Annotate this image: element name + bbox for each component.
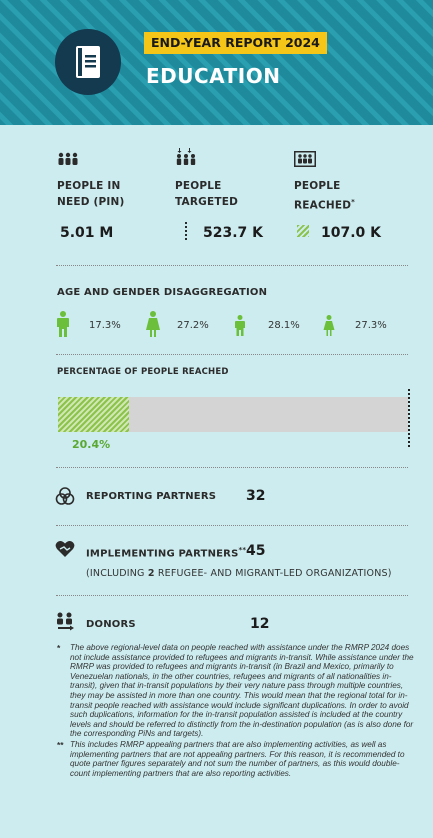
pin-label-line2: NEED (PIN) <box>57 196 125 208</box>
implementing-partners-value: 45 <box>246 543 266 559</box>
implementing-partners-note: (INCLUDING 2 REFUGEE- AND MIGRANT-LED OR… <box>86 568 392 579</box>
targeted-label-line1: PEOPLE <box>175 180 222 192</box>
report-header: END-YEAR REPORT 2024 EDUCATION <box>0 0 433 125</box>
people-targeted-icon <box>175 148 197 170</box>
reached-label-line1: PEOPLE <box>294 180 341 192</box>
note-count: 2 <box>147 568 155 579</box>
boy-value: 28.1% <box>268 320 300 331</box>
implementing-partners-label: IMPLEMENTING PARTNERS** <box>86 546 246 559</box>
woman-icon <box>145 311 161 342</box>
progress-value: 20.4% <box>72 438 111 451</box>
percentage-heading: PERCENTAGE OF PEOPLE REACHED <box>57 367 229 377</box>
footnote-1-mark: * <box>57 643 61 653</box>
pin-label: PEOPLE IN NEED (PIN) <box>57 178 125 210</box>
note-prefix: (INCLUDING <box>86 568 148 579</box>
divider <box>56 467 408 468</box>
note-suffix: REFUGEE- AND MIGRANT-LED ORGANIZATIONS) <box>154 568 392 579</box>
reached-label-mark: * <box>351 198 356 206</box>
divider <box>56 595 408 596</box>
woman-value: 27.2% <box>177 320 209 331</box>
handshake-heart-icon <box>55 540 75 562</box>
reached-label-line2: REACHED <box>294 199 352 212</box>
girl-icon <box>322 315 336 341</box>
progress-bar-fill <box>58 397 129 432</box>
pin-value: 5.01 M <box>60 225 114 241</box>
progress-bar-end-marker <box>408 389 410 447</box>
footnote-2-mark: ** <box>57 740 64 750</box>
people-group-icon <box>57 151 79 170</box>
book-icon <box>55 29 121 95</box>
divider <box>56 265 408 266</box>
donors-label: DONORS <box>86 619 136 630</box>
report-tag: END-YEAR REPORT 2024 <box>144 32 327 54</box>
reached-hatch-marker <box>297 225 309 237</box>
targeted-value: 523.7 K <box>203 225 264 241</box>
targeted-dots-marker <box>185 222 188 240</box>
page-title: EDUCATION <box>146 64 281 88</box>
divider <box>56 354 408 355</box>
boy-icon <box>234 315 246 341</box>
footnote-1-text: The above regional-level data on people … <box>70 643 414 739</box>
implementing-partners-mark: ** <box>238 546 247 554</box>
people-reached-icon <box>294 151 316 171</box>
reporting-partners-label: REPORTING PARTNERS <box>86 491 217 502</box>
girl-value: 27.3% <box>355 320 387 331</box>
reporting-partners-value: 32 <box>246 488 266 504</box>
interlinked-circles-icon <box>55 486 75 510</box>
divider <box>56 525 408 526</box>
targeted-label-line2: TARGETED <box>175 196 239 208</box>
age-gender-heading: AGE AND GENDER DISAGGREGATION <box>57 287 268 298</box>
implementing-partners-text: IMPLEMENTING PARTNERS <box>86 548 239 560</box>
donors-value: 12 <box>250 616 270 632</box>
man-value: 17.3% <box>89 320 121 331</box>
reached-value: 107.0 K <box>321 225 382 241</box>
targeted-label: PEOPLE TARGETED <box>175 178 238 210</box>
reached-label: PEOPLE REACHED* <box>294 178 355 214</box>
footnote-2-text: This includes RMRP appealing partners th… <box>70 740 405 778</box>
donors-icon <box>55 612 77 636</box>
man-icon <box>56 311 70 342</box>
pin-label-line1: PEOPLE IN <box>57 180 121 192</box>
